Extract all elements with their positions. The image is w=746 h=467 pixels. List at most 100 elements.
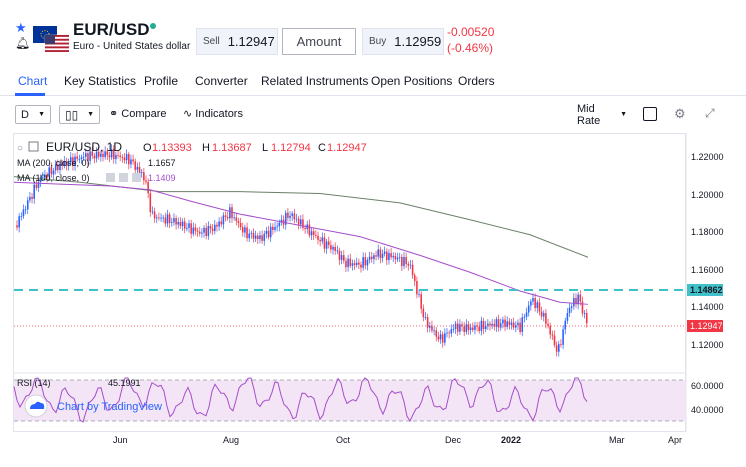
candle-body (26, 200, 29, 210)
candle-body (315, 235, 317, 236)
candle-body (530, 301, 532, 306)
candle-body (91, 151, 94, 156)
candle-body (37, 181, 40, 188)
time-tick: Mar (609, 435, 625, 445)
candle-body (179, 221, 182, 226)
fullscreen-icon[interactable]: ⤢ (705, 106, 715, 120)
candle-body (211, 228, 214, 232)
candle-body (132, 159, 134, 162)
tab-profile[interactable]: Profile (144, 74, 179, 88)
candle-body (224, 215, 227, 217)
tab-converter[interactable]: Converter (195, 74, 248, 88)
candle-body (244, 227, 246, 233)
tab-bar: Chart Key Statistics Profile Converter R… (0, 66, 746, 96)
candle-body (366, 259, 369, 266)
hide-icon[interactable]: ○ (17, 143, 23, 154)
candle-body (297, 218, 300, 225)
candle-body (422, 308, 425, 318)
candle-body (104, 151, 106, 158)
candle-body (173, 218, 175, 223)
compare-button[interactable]: ⚭ Compare (109, 107, 167, 120)
tab-orders[interactable]: Orders (458, 74, 495, 88)
candle-body (424, 317, 427, 318)
candle-body (95, 151, 98, 159)
visibility-eye-icon[interactable] (106, 173, 115, 182)
candle-body (203, 227, 205, 233)
candle-body (205, 227, 207, 237)
screenshot-icon[interactable] (643, 107, 657, 121)
candle-body (136, 166, 139, 170)
candle-body (59, 163, 61, 171)
candle-body (69, 157, 72, 163)
caret-down-icon: ▼ (620, 111, 627, 118)
tab-key-statistics[interactable]: Key Statistics (64, 74, 137, 88)
candle-body (272, 226, 274, 230)
candle-body (403, 257, 405, 267)
candle-body (295, 218, 298, 220)
legend-high-label: H (202, 142, 210, 154)
candle-body (42, 176, 44, 178)
interval-dropdown[interactable]: D ▼ (15, 105, 51, 124)
candle-body (44, 174, 46, 177)
candle-body (248, 233, 250, 239)
ma200-value: 1.1657 (148, 158, 176, 168)
candle-body (16, 225, 18, 228)
indicators-label: Indicators (195, 108, 243, 120)
legend-high-value: 1.13687 (212, 142, 252, 154)
candle-body (398, 256, 401, 258)
candle-body (534, 298, 536, 309)
close-icon[interactable] (132, 173, 141, 182)
candle-body (553, 335, 556, 346)
legend-low-label: L (262, 142, 268, 154)
price-mode-dropdown[interactable]: Mid Rate ▼ (572, 103, 632, 127)
candle-body (181, 221, 184, 226)
rsi-band (14, 380, 686, 421)
compare-label: Compare (121, 108, 167, 120)
amount-input[interactable]: Amount (282, 28, 356, 55)
candle-body (381, 253, 384, 259)
candle-body (76, 156, 78, 160)
candle-body (289, 215, 291, 218)
candle-body (261, 235, 263, 241)
settings-gear-icon[interactable]: ⚙ (674, 106, 686, 121)
candle-body (188, 223, 190, 228)
candle-body (362, 257, 364, 268)
candle-body (405, 257, 407, 264)
legend-close-value: 1.12947 (327, 142, 367, 154)
tab-related-instruments[interactable]: Related Instruments (261, 74, 369, 88)
candle-body (74, 156, 76, 166)
candle-body (360, 264, 362, 268)
candle-body (375, 255, 377, 257)
indicators-button[interactable]: ∿ Indicators (183, 107, 243, 120)
sell-button[interactable]: Sell 1.12947 (196, 28, 278, 55)
candle-body (476, 325, 478, 327)
alert-bell-icon[interactable]: 🔔︎ (15, 36, 31, 50)
candle-body (33, 184, 35, 199)
candle-body (231, 207, 233, 219)
candle-body (168, 214, 171, 223)
buy-button[interactable]: Buy 1.12959 (362, 28, 444, 55)
settings-icon[interactable] (119, 173, 128, 182)
indicators-icon: ∿ (183, 108, 193, 120)
compare-icon: ⚭ (109, 108, 119, 120)
candle-body (108, 155, 111, 158)
tab-chart[interactable]: Chart (18, 74, 48, 88)
chart-type-dropdown[interactable]: ▯▯ ▼ (59, 105, 100, 124)
candle-body (183, 221, 186, 229)
candle-body (82, 156, 85, 158)
favorite-star-icon[interactable]: ★ (15, 20, 27, 35)
tradingview-watermark[interactable]: Chart by TradingView (24, 394, 162, 418)
candle-body (463, 326, 465, 332)
candle-body (456, 323, 459, 332)
collapse-icon[interactable] (28, 141, 39, 152)
tab-open-positions[interactable]: Open Positions (371, 74, 453, 88)
candle-body (555, 345, 558, 352)
candle-body (416, 281, 418, 295)
candle-body (355, 262, 358, 266)
candle-body (293, 213, 296, 220)
candle-body (257, 235, 259, 240)
candle-body (155, 217, 158, 219)
price-tick: 1.12000 (691, 340, 724, 350)
candle-body (461, 324, 463, 327)
